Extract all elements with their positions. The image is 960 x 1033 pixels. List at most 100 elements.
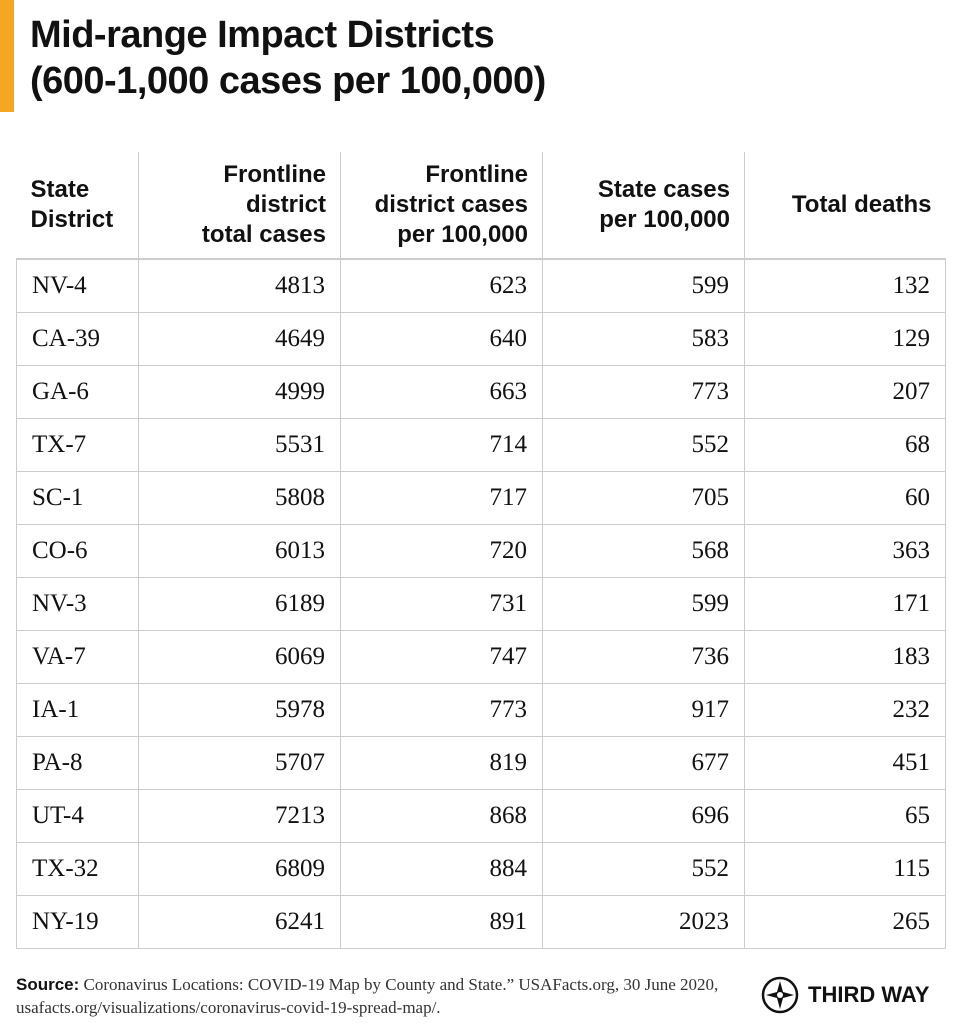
table-body: NV-4 4813 623 599 132 CA-39 4649 640 583 129 GA-6 4… <box>16 258 946 949</box>
table-row: NV-3 6189 731 599 171 <box>16 577 946 631</box>
table-cell: 115 <box>744 842 946 896</box>
table-cell: UT-4 <box>16 789 139 843</box>
table-cell: 5978 <box>138 683 341 737</box>
table-cell: 663 <box>340 365 543 419</box>
header-line: district cases <box>374 191 528 218</box>
source-label: Source: <box>16 975 80 994</box>
table-cell: 868 <box>340 789 543 843</box>
header-line: per 100,000 <box>397 221 528 248</box>
table-cell: NV-3 <box>16 577 139 631</box>
table-cell: 5707 <box>138 736 341 790</box>
table-cell: 2023 <box>542 895 745 949</box>
table-cell: 232 <box>744 683 946 737</box>
table-cell: TX-32 <box>16 842 139 896</box>
header-line: per 100,000 <box>599 206 730 233</box>
table-row: TX-7 5531 714 552 68 <box>16 418 946 472</box>
table-cell: 6069 <box>138 630 341 684</box>
table-cell: CA-39 <box>16 312 139 366</box>
header-line: State <box>30 176 90 203</box>
logo-icon <box>761 976 799 1014</box>
table-cell: 705 <box>542 471 745 525</box>
table-cell: 731 <box>340 577 543 631</box>
table-row: CA-39 4649 640 583 129 <box>16 312 946 366</box>
table-row: TX-32 6809 884 552 115 <box>16 842 946 896</box>
table-cell: 207 <box>744 365 946 419</box>
table-cell: NV-4 <box>16 258 139 313</box>
table-cell: 6809 <box>138 842 341 896</box>
table-cell: 640 <box>340 312 543 366</box>
table-cell: 720 <box>340 524 543 578</box>
table-cell: 583 <box>542 312 745 366</box>
table-cell: 917 <box>542 683 745 737</box>
table-cell: 363 <box>744 524 946 578</box>
table-cell: 68 <box>744 418 946 472</box>
table-cell: 568 <box>542 524 745 578</box>
table-row: GA-6 4999 663 773 207 <box>16 365 946 419</box>
header-line: District <box>30 206 114 233</box>
table-cell: 552 <box>542 842 745 896</box>
table-cell: 6189 <box>138 577 341 631</box>
header-line: Total deaths <box>791 191 932 218</box>
table-cell: 747 <box>340 630 543 684</box>
header-line: district <box>245 191 326 218</box>
table-row: SC-1 5808 717 705 60 <box>16 471 946 525</box>
column-header: Total deaths <box>744 152 946 260</box>
table-cell: 4649 <box>138 312 341 366</box>
table-cell: 714 <box>340 418 543 472</box>
table-cell: 6013 <box>138 524 341 578</box>
data-table: State District Frontline district total case… <box>16 152 946 949</box>
table-cell: 773 <box>542 365 745 419</box>
title-line: Mid-range Impact Districts <box>30 14 495 56</box>
table-cell: IA-1 <box>16 683 139 737</box>
table-cell: 60 <box>744 471 946 525</box>
table-cell: 4813 <box>138 258 341 313</box>
table-cell: 884 <box>340 842 543 896</box>
table-cell: SC-1 <box>16 471 139 525</box>
table-row: UT-4 7213 868 696 65 <box>16 789 946 843</box>
table-cell: 7213 <box>138 789 341 843</box>
column-header: Frontline district cases per 100,000 <box>340 152 543 260</box>
column-header: State District <box>16 152 139 260</box>
table-row: CO-6 6013 720 568 363 <box>16 524 946 578</box>
table-cell: GA-6 <box>16 365 139 419</box>
header-line: State cases <box>597 176 730 203</box>
table-cell: 773 <box>340 683 543 737</box>
header-line: Frontline <box>223 161 326 188</box>
accent-bar <box>0 0 14 112</box>
table-cell: 552 <box>542 418 745 472</box>
table-cell: 819 <box>340 736 543 790</box>
title: Mid-range Impact Districts (600-1,000 ca… <box>30 12 546 104</box>
table-cell: 677 <box>542 736 745 790</box>
table-cell: 599 <box>542 258 745 313</box>
table-cell: 4999 <box>138 365 341 419</box>
table-cell: 5808 <box>138 471 341 525</box>
table-cell: 717 <box>340 471 543 525</box>
table-cell: 736 <box>542 630 745 684</box>
table-row: NY-19 6241 891 2023 265 <box>16 895 946 949</box>
logo-text: THIRD WAY <box>808 982 930 1007</box>
table-cell: 451 <box>744 736 946 790</box>
table-cell: 132 <box>744 258 946 313</box>
table-cell: VA-7 <box>16 630 139 684</box>
table-cell: PA-8 <box>16 736 139 790</box>
table-cell: CO-6 <box>16 524 139 578</box>
table-cell: 6241 <box>138 895 341 949</box>
table-cell: 696 <box>542 789 745 843</box>
table-row: NV-4 4813 623 599 132 <box>16 258 946 313</box>
header-line: total cases <box>201 221 326 248</box>
header-row: State District Frontline district total case… <box>16 152 946 260</box>
table-cell: 599 <box>542 577 745 631</box>
table-row: PA-8 5707 819 677 451 <box>16 736 946 790</box>
table-cell: 65 <box>744 789 946 843</box>
table-cell: 5531 <box>138 418 341 472</box>
table-cell: TX-7 <box>16 418 139 472</box>
column-header: Frontline district total cases <box>138 152 341 260</box>
title-line: (600-1,000 cases per 100,000) <box>30 60 546 102</box>
table-cell: 891 <box>340 895 543 949</box>
table-cell: 183 <box>744 630 946 684</box>
source-text: Coronavirus Locations: COVID-19 Map by C… <box>16 975 719 1017</box>
table-cell: 171 <box>744 577 946 631</box>
source-note: Source: Coronavirus Locations: COVID-19 … <box>16 973 746 1019</box>
table-row: IA-1 5978 773 917 232 <box>16 683 946 737</box>
table-row: VA-7 6069 747 736 183 <box>16 630 946 684</box>
